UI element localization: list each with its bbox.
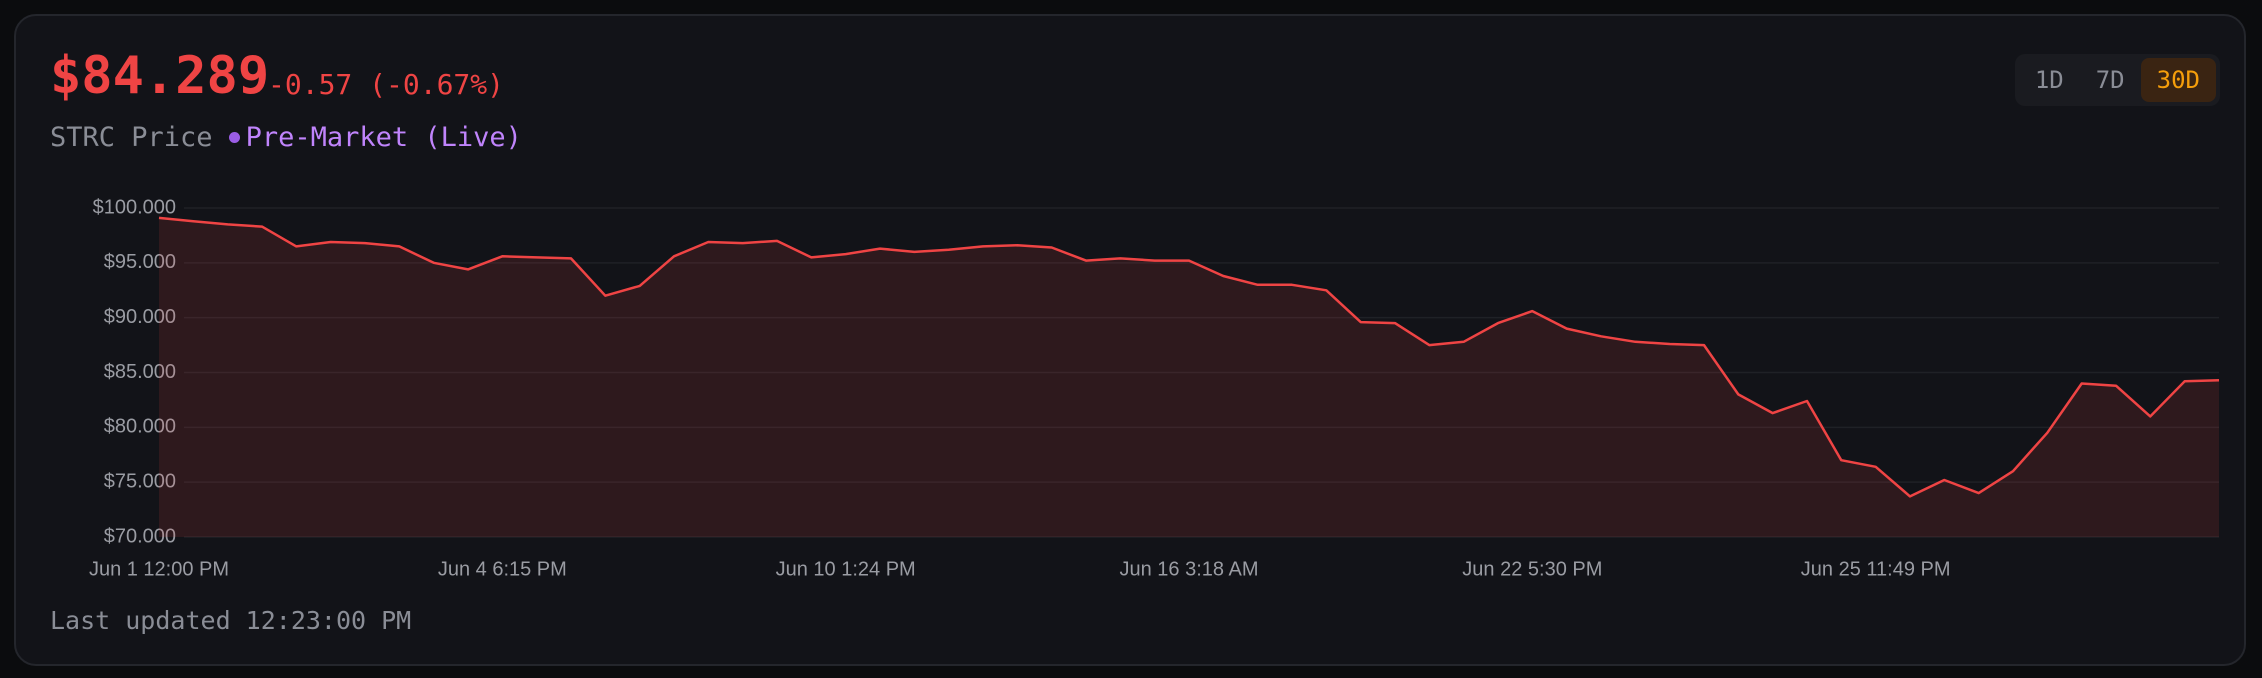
x-tick-label: Jun 25 11:49 PM: [1801, 558, 1951, 580]
x-tick-label: Jun 16 3:18 AM: [1120, 558, 1259, 580]
y-tick-label: $100.000: [93, 196, 176, 218]
y-tick-label: $70.000: [104, 525, 176, 547]
y-tick-label: $75.000: [104, 470, 176, 492]
price-line: [158, 216, 2220, 498]
area-fill: [159, 217, 2219, 537]
ticker-label: STRC Price: [50, 122, 213, 153]
subtitle: STRC Price Pre-Market (Live): [50, 122, 522, 153]
range-button[interactable]: 7D: [2095, 66, 2125, 94]
y-tick-label: $95.000: [104, 251, 176, 273]
range-button[interactable]: 1D: [2034, 66, 2064, 94]
range-selector: 1D 7D 30D: [2014, 54, 2220, 106]
x-tick-label: Jun 22 5:30 PM: [1462, 558, 1602, 580]
x-tick-label: Jun 1 12:00 PM: [89, 558, 229, 580]
market-status: Pre-Market (Live): [245, 122, 522, 153]
status-dot: [228, 132, 240, 143]
price-change: -0.57 (-0.67%): [268, 68, 505, 101]
y-tick-label: $90.000: [104, 306, 176, 328]
range-button[interactable]: 30D: [2140, 58, 2216, 102]
last-updated: Last updated 12:23:00 PM: [50, 606, 412, 635]
y-tick-label: $80.000: [104, 416, 176, 438]
x-tick-label: Jun 4 6:15 PM: [438, 558, 567, 580]
y-tick-label: $85.000: [104, 361, 176, 383]
price: $84.289: [50, 46, 270, 106]
x-tick-label: Jun 10 1:24 PM: [776, 558, 916, 580]
card: $84.289 -0.57 (-0.67%) STRC Price Pre-Ma…: [14, 14, 2246, 666]
